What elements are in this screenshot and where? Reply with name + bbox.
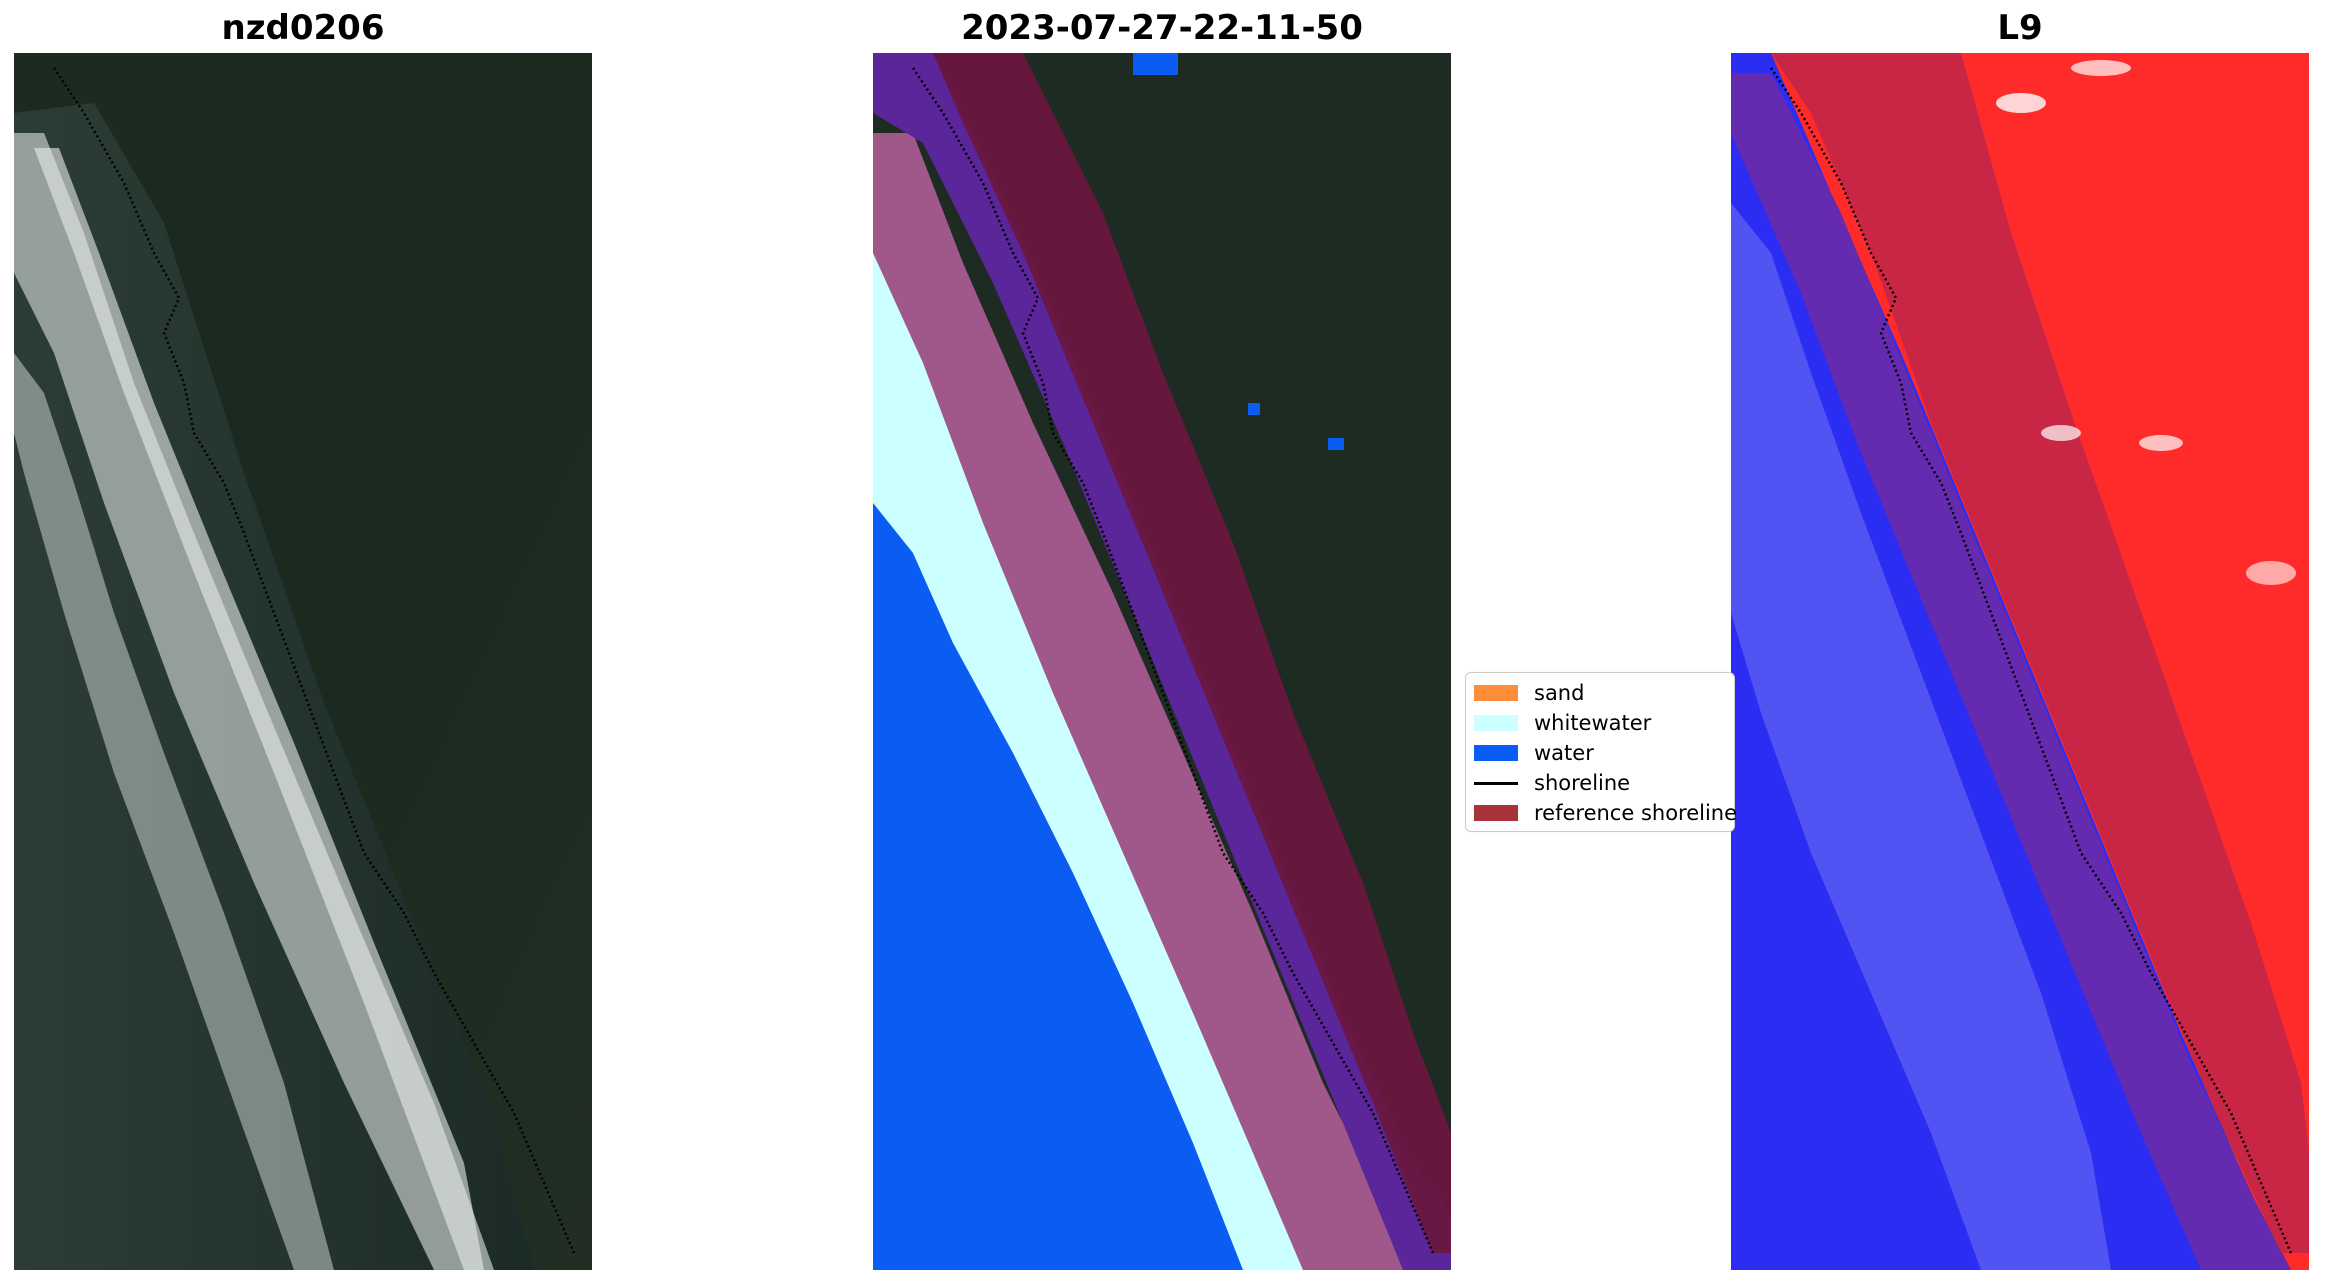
index-image: [1731, 53, 2309, 1270]
classification-image: [873, 53, 1451, 1270]
reference-shoreline-swatch: [1474, 805, 1518, 821]
legend-label: sand: [1534, 681, 1585, 705]
legend-item-whitewater: whitewater: [1474, 711, 1651, 735]
legend: sand whitewater water shoreline referenc…: [1465, 672, 1737, 832]
whitewater-swatch: [1474, 715, 1518, 731]
left-panel-title: nzd0206: [221, 8, 385, 48]
sand-swatch: [1474, 685, 1518, 701]
legend-label: shoreline: [1534, 771, 1631, 795]
reference-shoreline-band: [933, 53, 1451, 1253]
shoreline-line: [52, 67, 576, 1254]
rgb-image: [14, 53, 592, 1270]
shoreline-line-swatch: [1474, 781, 1518, 785]
legend-label: whitewater: [1534, 711, 1652, 735]
right-panel-title: L9: [1997, 8, 2043, 48]
legend-item-water: water: [1474, 741, 1594, 765]
legend-item-reference-shoreline: reference shoreline: [1474, 801, 1737, 825]
legend-item-sand: sand: [1474, 681, 1584, 705]
classification-panel: [873, 53, 1451, 1270]
legend-item-shoreline: shoreline: [1474, 771, 1630, 795]
middle-panel-title: 2023-07-27-22-11-50: [961, 8, 1363, 48]
legend-label: water: [1534, 741, 1594, 765]
sand-overlap-band: [873, 53, 1451, 1270]
rgb-image-panel: [14, 53, 592, 1270]
water-swatch: [1474, 745, 1518, 761]
legend-label: reference shoreline: [1534, 801, 1738, 825]
reference-band: [873, 133, 1413, 1270]
index-panel: [1731, 53, 2309, 1270]
